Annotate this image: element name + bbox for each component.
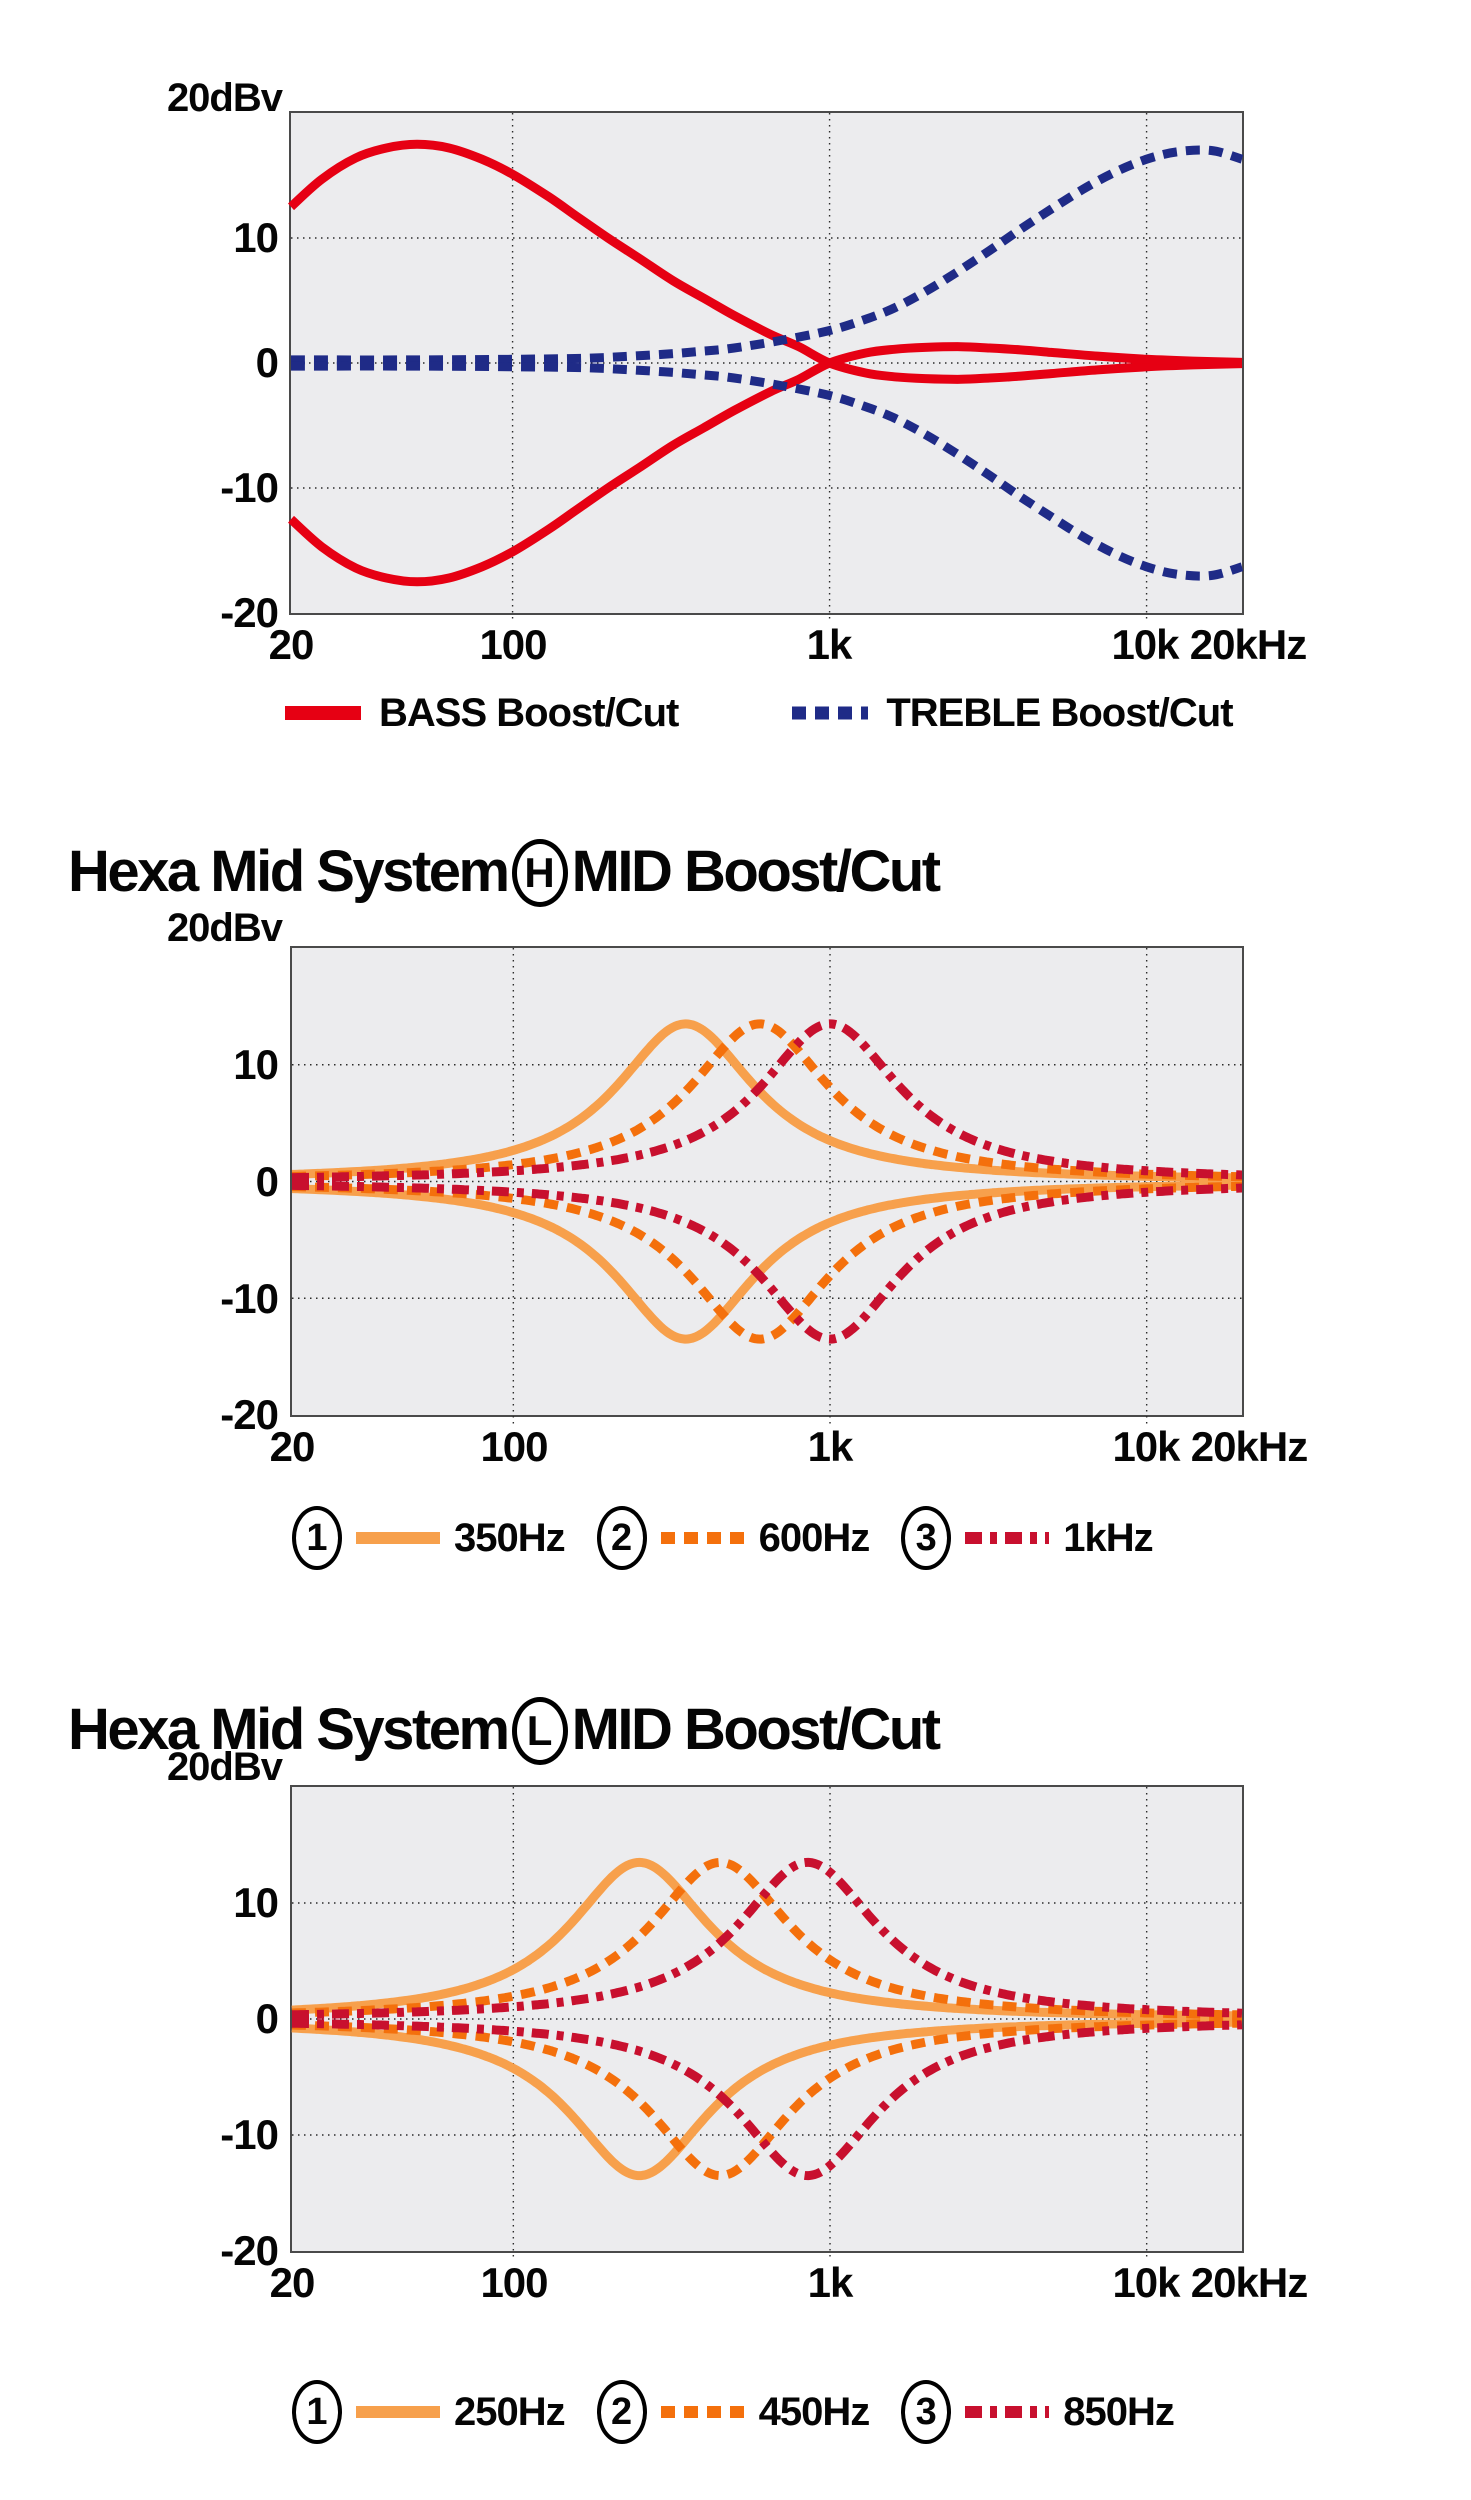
y-tick-label: -10 xyxy=(220,464,279,511)
mid-l-450hz-cut-curve xyxy=(291,2018,1243,2181)
legend-label: 850Hz xyxy=(1063,2390,1175,2434)
bass-cut-curve xyxy=(287,342,1243,587)
legend-item-350hz: 1 350Hz xyxy=(292,1506,566,1570)
y-tick-label: -10 xyxy=(220,2111,279,2158)
y-tick-label: 0 xyxy=(255,1158,279,1205)
bass-boost-curve xyxy=(287,139,1243,384)
x-tick-label: 20kHz xyxy=(1190,2259,1308,2306)
mid-h-350hz-cut-curve xyxy=(291,1180,1243,1344)
circled-number-2: 2 xyxy=(596,2380,647,2444)
tone-plot-area xyxy=(287,111,1244,622)
legend-item-250hz: 1 250Hz xyxy=(292,2380,566,2444)
mid-h-600hz-cut-curve xyxy=(291,1181,1243,1344)
x-tick-label: 1k xyxy=(806,621,853,668)
title-prefix: Hexa Mid System xyxy=(68,839,510,904)
x-tick-label: 1k xyxy=(807,1423,854,1470)
mid-l-450hz-boost-curve xyxy=(291,1857,1243,2020)
treble-cut-curve xyxy=(290,361,1244,581)
y-axis-unit-label: 20dBv xyxy=(166,906,283,950)
y-tick-label: 0 xyxy=(255,339,279,386)
y-tick-label: 10 xyxy=(233,1041,279,1088)
circled-number-2: 2 xyxy=(596,1506,647,1570)
chart-title-hexa-mid-l: Hexa Mid System L MID Boost/Cut xyxy=(68,1696,942,1765)
mid-l-chart-canvas xyxy=(291,1787,1243,2260)
y-axis-unit-label: 20dBv xyxy=(166,76,283,120)
legend-label: 450Hz xyxy=(758,2390,871,2434)
legend-label: 600Hz xyxy=(758,1516,871,1560)
legend-label: TREBLE Boost/Cut xyxy=(886,691,1233,735)
bass-line-swatch xyxy=(285,706,361,720)
treble-boost-curve xyxy=(290,145,1244,365)
mid-l-250hz-boost-curve xyxy=(291,1857,1243,2021)
legend-label: 250Hz xyxy=(454,2390,566,2434)
y-tick-label: -10 xyxy=(220,1275,279,1322)
x-tick-label: 20 xyxy=(269,1423,316,1470)
mid-l-legend: 1 250Hz 2 450Hz 3 850Hz xyxy=(292,2380,1175,2444)
mid-h-legend: 1 350Hz 2 600Hz 3 1kHz xyxy=(292,1506,1154,1570)
mid-h-plot-area xyxy=(290,946,1244,1424)
y-tick-label: 10 xyxy=(233,214,279,261)
legend-label: BASS Boost/Cut xyxy=(379,691,679,735)
mid-h-1khz-boost-curve xyxy=(291,1019,1243,1183)
circled-letter-l: L xyxy=(511,1697,568,1765)
tone-chart-canvas xyxy=(287,113,1244,622)
treble-line-swatch xyxy=(792,706,869,720)
mid-l-250hz-cut-curve xyxy=(291,2017,1243,2181)
x-tick-label: 100 xyxy=(480,2259,548,2306)
mid-l-plot-area xyxy=(290,1785,1244,2260)
legend-label: 350Hz xyxy=(454,1516,566,1560)
circled-letter-h: H xyxy=(511,839,568,907)
mid-600hz-swatch xyxy=(660,1532,745,1544)
legend-label: 1kHz xyxy=(1063,1516,1153,1560)
x-tick-label: 100 xyxy=(479,621,547,668)
x-tick-label: 10k xyxy=(1112,1423,1180,1470)
x-tick-label: 10k xyxy=(1111,621,1179,668)
mid-l-850hz-boost-curve xyxy=(291,1857,1243,2020)
x-tick-label: 10k xyxy=(1112,2259,1180,2306)
y-tick-label: 0 xyxy=(255,1995,279,2042)
circled-number-1: 1 xyxy=(292,2380,342,2444)
tone-legend: BASS Boost/Cut TREBLE Boost/Cut xyxy=(283,690,1234,736)
mid-l-850hz-cut-curve xyxy=(291,2018,1243,2181)
legend-item-600hz: 2 600Hz xyxy=(596,1506,871,1570)
title-prefix: Hexa Mid System xyxy=(68,1697,510,1762)
mid-h-chart-canvas xyxy=(291,948,1243,1424)
legend-item-bass: BASS Boost/Cut xyxy=(283,690,679,736)
title-suffix: MID Boost/Cut xyxy=(571,1697,942,1762)
y-tick-label: -20 xyxy=(220,2227,279,2274)
title-suffix: MID Boost/Cut xyxy=(571,839,942,904)
circled-number-3: 3 xyxy=(901,1506,952,1570)
x-tick-label: 20 xyxy=(269,2259,316,2306)
x-tick-label: 20kHz xyxy=(1189,621,1307,668)
x-tick-label: 20 xyxy=(268,621,315,668)
y-tick-label: -20 xyxy=(220,589,279,636)
mid-850hz-swatch xyxy=(965,2406,1050,2418)
legend-item-850hz: 3 850Hz xyxy=(901,2380,1175,2444)
x-tick-label: 20kHz xyxy=(1190,1423,1308,1470)
mid-250hz-swatch xyxy=(356,2406,440,2418)
mid-h-1khz-cut-curve xyxy=(291,1180,1243,1344)
mid-h-600hz-boost-curve xyxy=(291,1019,1243,1182)
y-tick-label: 10 xyxy=(233,1879,279,1926)
mid-1khz-swatch xyxy=(965,1532,1050,1544)
y-axis-unit-label: 20dBv xyxy=(166,1745,283,1789)
circled-number-3: 3 xyxy=(901,2380,952,2444)
x-tick-label: 1k xyxy=(807,2259,854,2306)
chart-title-hexa-mid-h: Hexa Mid System H MID Boost/Cut xyxy=(68,838,942,907)
circled-number-1: 1 xyxy=(292,1506,342,1570)
legend-item-450hz: 2 450Hz xyxy=(596,2380,871,2444)
y-tick-label: -20 xyxy=(220,1391,279,1438)
mid-350hz-swatch xyxy=(356,1532,440,1544)
mid-h-350hz-boost-curve xyxy=(291,1019,1243,1183)
legend-item-treble: TREBLE Boost/Cut xyxy=(790,690,1234,736)
x-tick-label: 100 xyxy=(480,1423,548,1470)
legend-item-1khz: 3 1kHz xyxy=(901,1506,1154,1570)
mid-450hz-swatch xyxy=(660,2406,745,2418)
